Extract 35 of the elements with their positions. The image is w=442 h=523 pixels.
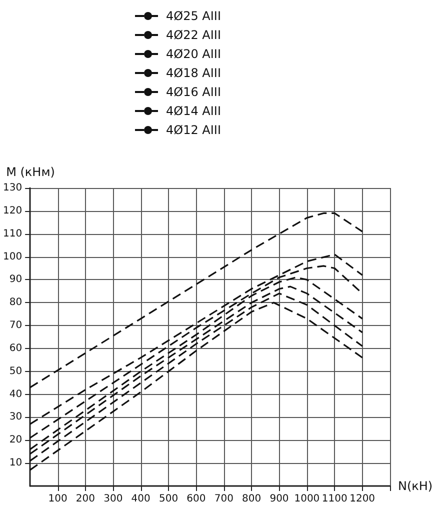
x-tick-label: 1100 [322,494,348,504]
y-tick-label: 90 [9,274,22,286]
legend-label: 4Ø18 AIII [166,66,221,80]
x-tick-label: 100 [48,494,68,504]
x-tick-label: 1200 [350,494,376,504]
x-tick-label: 800 [242,494,262,504]
x-tick-label: 200 [76,494,96,504]
x-tick-label: 1000 [294,494,320,504]
x-tick-label: 700 [214,494,234,504]
line-series [29,212,364,388]
x-tick-label: 600 [186,494,206,504]
y-tick-label: 110 [2,228,22,240]
y-tick-label: 120 [2,205,22,216]
x-axis-title: N(кН) [398,479,433,493]
y-tick-label: 70 [9,320,22,332]
x-tick-label: 300 [104,494,123,504]
legend-label: 4Ø25 AIII [166,9,221,23]
legend-label: 4Ø14 AIII [166,104,221,118]
legend-label: 4Ø22 AIII [166,28,221,42]
y-tick-label: 100 [2,251,22,262]
y-tick-label: 10 [9,458,22,469]
y-tick-label: 30 [9,412,22,423]
y-tick-label: 50 [9,366,22,377]
y-tick-label: 60 [9,342,22,354]
x-tick-label: 400 [131,494,150,504]
legend-label: 4Ø20 AIII [166,47,221,61]
x-tick-label: 500 [158,494,178,504]
y-axis-title: M (кНм) [6,165,55,179]
legend-label: 4Ø12 AIII [166,123,221,137]
x-tick-label: 900 [270,494,289,504]
y-tick-label: 130 [2,182,22,194]
y-tick-label: 40 [9,388,22,400]
y-tick-label: 80 [9,297,22,308]
legend-label: 4Ø16 AIII [166,85,221,99]
y-tick-label: 20 [9,434,22,446]
